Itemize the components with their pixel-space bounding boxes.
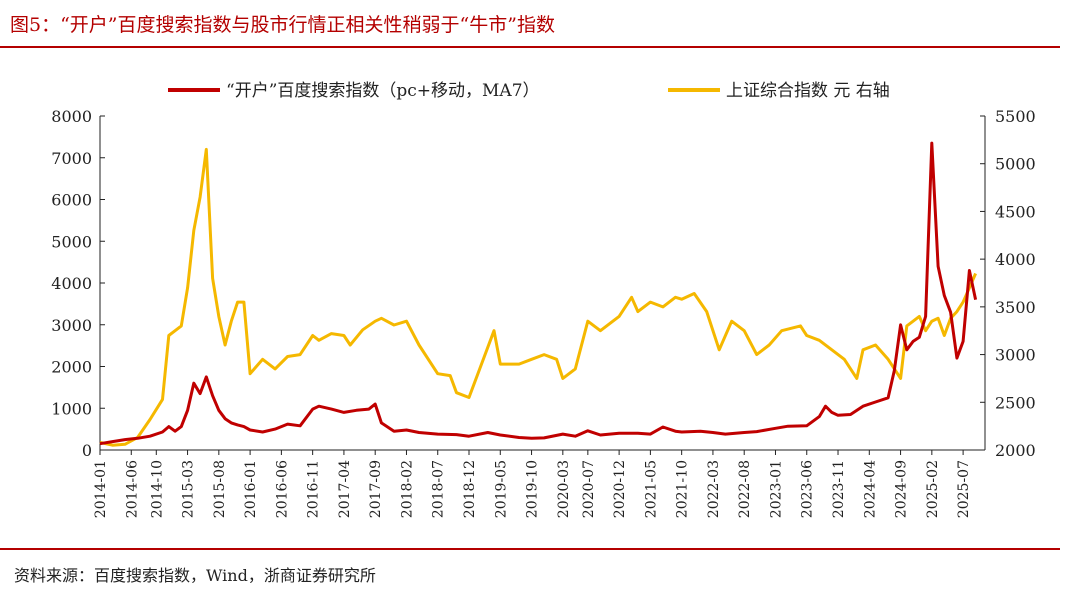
left-tick-label: 4000 — [51, 274, 92, 293]
x-tick-label: 2018-07 — [431, 460, 447, 518]
x-tick-label: 2018-12 — [462, 460, 478, 518]
chart: 0 1000 2000 3000 4000 5000 6000 7000 8000 2000 25… — [51, 81, 1036, 518]
source-rule — [0, 548, 1060, 550]
legend: “开户”百度搜索指数（pc+移动，MA7） 上证综合指数 元 右轴 — [168, 81, 890, 101]
x-tick-label: 2017-09 — [368, 460, 384, 518]
x-tick-label: 2016-01 — [243, 460, 259, 518]
x-tick-label: 2019-10 — [525, 460, 541, 518]
right-tick-label: 5500 — [995, 107, 1036, 126]
legend-label-1: 上证综合指数 元 右轴 — [726, 81, 890, 101]
x-tick-label: 2021-10 — [675, 460, 691, 518]
x-tick-label: 2020-03 — [556, 460, 572, 518]
title-rule — [0, 46, 1060, 48]
x-tick-label: 2016-11 — [306, 460, 322, 518]
left-tick-label: 1000 — [51, 399, 92, 418]
x-tick-label: 2022-08 — [737, 460, 753, 518]
left-tick-label: 8000 — [51, 107, 92, 126]
x-tick-label: 2020-12 — [612, 460, 628, 518]
x-tick-label: 2017-04 — [337, 460, 353, 518]
x-tick-label: 2019-05 — [493, 460, 509, 518]
left-tick-label: 6000 — [51, 191, 92, 210]
left-tick-label: 0 — [82, 441, 92, 460]
left-tick-label: 3000 — [51, 316, 92, 335]
x-tick-label: 2025-07 — [956, 460, 972, 518]
x-tick-label: 2024-09 — [894, 460, 910, 518]
x-tick-label: 2015-08 — [212, 460, 228, 518]
x-tick-label: 2018-02 — [399, 460, 415, 518]
x-tick-label: 2025-02 — [925, 460, 941, 518]
series-line-1 — [99, 147, 977, 447]
right-tick-label: 4000 — [995, 250, 1036, 269]
x-tick-label: 2015-03 — [181, 460, 197, 518]
right-axis-ticks: 2000 2500 3000 3500 4000 4500 5000 5500 — [980, 107, 1036, 460]
right-tick-label: 3500 — [995, 298, 1036, 317]
x-tick-label: 2023-11 — [831, 460, 847, 518]
right-tick-label: 5000 — [995, 155, 1036, 174]
x-tick-label: 2022-03 — [706, 460, 722, 518]
legend-label-0: “开户”百度搜索指数（pc+移动，MA7） — [226, 81, 540, 101]
left-tick-label: 7000 — [51, 149, 92, 168]
left-axis-ticks: 0 1000 2000 3000 4000 5000 6000 7000 8000 — [51, 107, 105, 460]
series-lines — [99, 141, 978, 447]
x-tick-label: 2014-06 — [124, 460, 140, 518]
x-tick-label: 2024-04 — [862, 460, 878, 518]
x-tick-label: 2014-01 — [93, 460, 109, 518]
right-tick-label: 2000 — [995, 441, 1036, 460]
right-tick-label: 2500 — [995, 393, 1036, 412]
x-tick-label: 2020-07 — [581, 460, 597, 518]
x-axis-ticks: 2014-01 2014-06 2014-10 2015-03 2015-08 2016-… — [93, 450, 972, 518]
x-tick-label: 2023-06 — [800, 460, 816, 518]
source-note: 资料来源：百度搜索指数，Wind，浙商证券研究所 — [14, 566, 376, 585]
x-tick-label: 2016-06 — [274, 460, 290, 518]
x-tick-label: 2014-10 — [149, 460, 165, 518]
right-tick-label: 4500 — [995, 202, 1036, 221]
right-tick-label: 3000 — [995, 346, 1036, 365]
x-tick-label: 2021-05 — [643, 460, 659, 518]
left-tick-label: 2000 — [51, 358, 92, 377]
x-tick-label: 2023-01 — [768, 460, 784, 518]
figure-title: 图5：“开户”百度搜索指数与股市行情正相关性稍弱于“牛市”指数 — [10, 14, 555, 36]
series-line-0 — [99, 141, 978, 446]
left-tick-label: 5000 — [51, 232, 92, 251]
